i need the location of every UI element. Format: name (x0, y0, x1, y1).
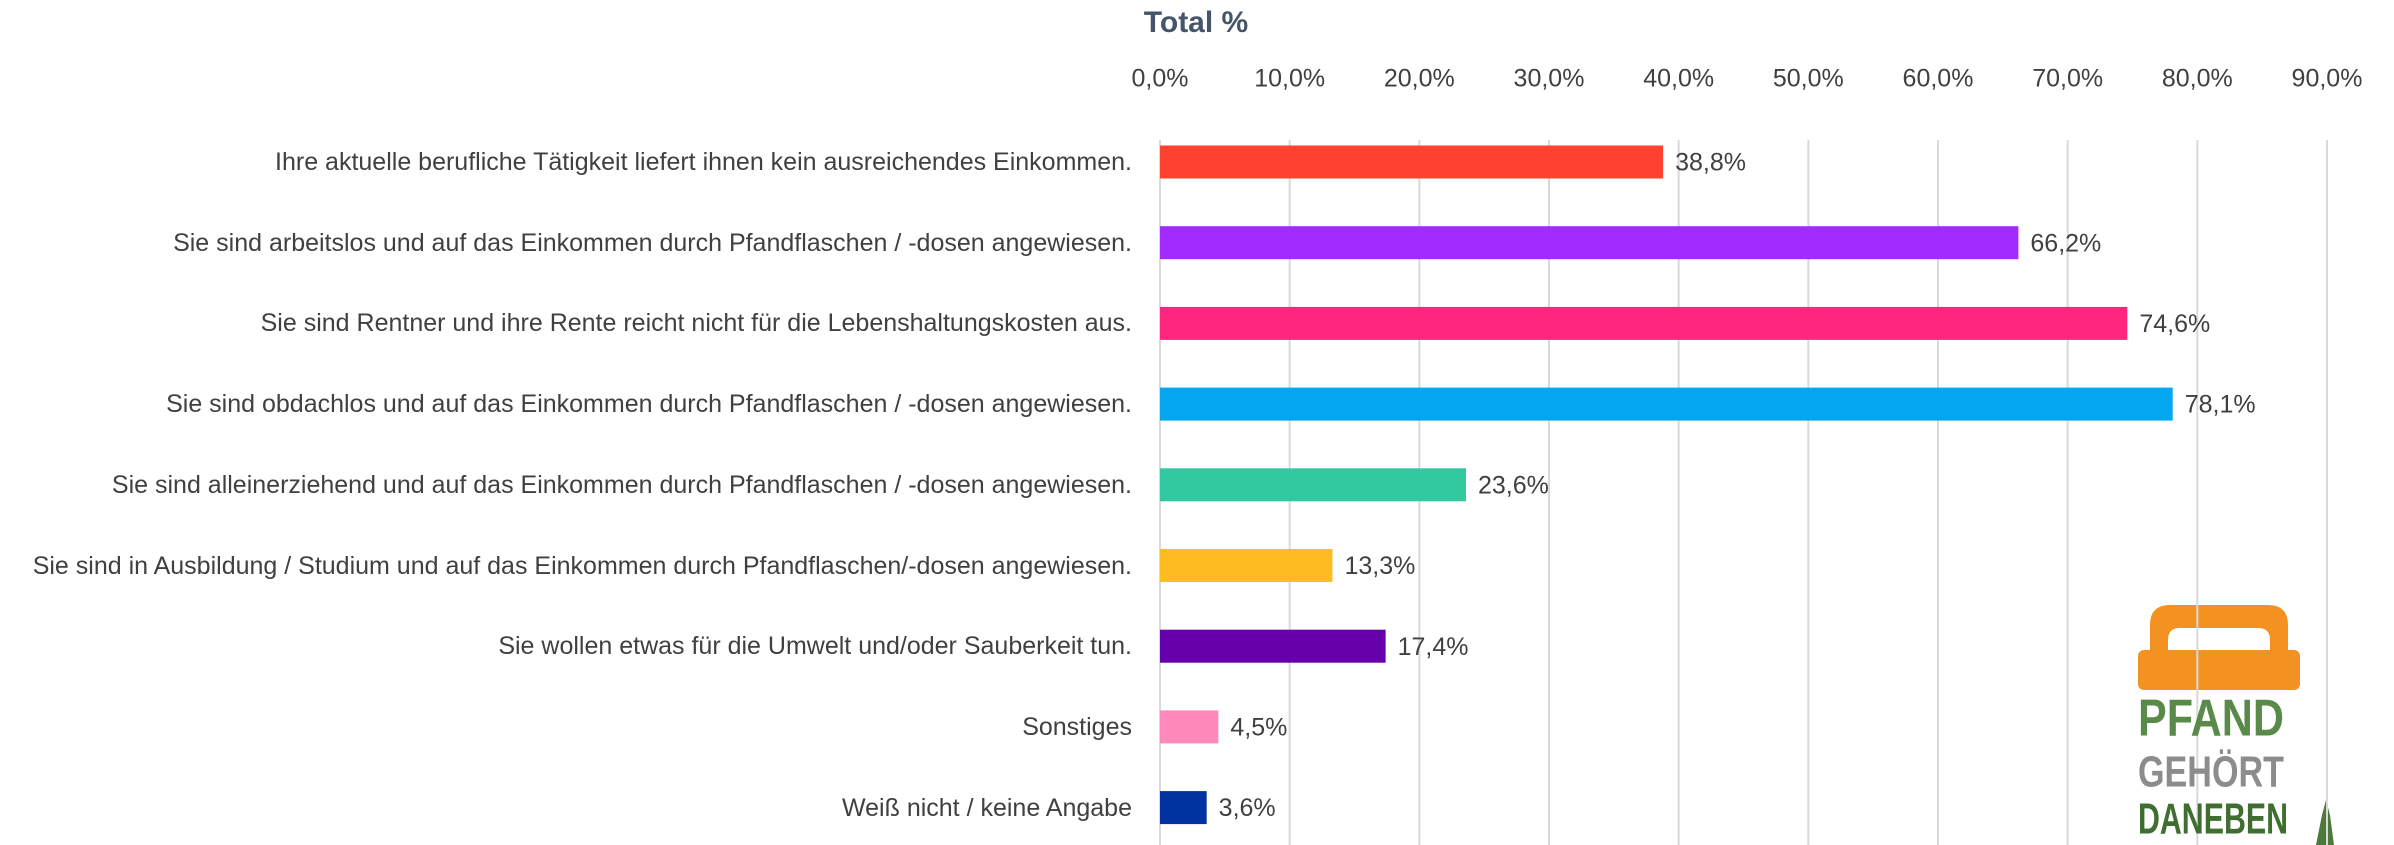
value-label: 17,4% (1398, 633, 1469, 661)
x-tick-label: 60,0% (1903, 65, 1974, 93)
category-label: Sie wollen etwas für die Umwelt und/oder… (498, 631, 1132, 660)
logo (2138, 605, 2334, 845)
category-label: Sie sind Rentner und ihre Rente reicht n… (260, 309, 1132, 338)
value-label: 4,5% (1230, 714, 1287, 742)
bar (1160, 387, 2173, 421)
logo-text: GEHÖRT (2138, 748, 2284, 797)
x-tick-label: 50,0% (1773, 65, 1844, 93)
value-label: 38,8% (1675, 149, 1746, 177)
bar (1160, 791, 1207, 825)
category-label: Ihre aktuelle berufliche Tätigkeit liefe… (275, 147, 1132, 176)
bar (1160, 226, 2019, 260)
value-label: 66,2% (2030, 229, 2101, 257)
bar (1160, 629, 1386, 663)
bar (1160, 549, 1333, 582)
category-label: Sie sind alleinerziehend und auf das Ein… (111, 470, 1132, 499)
x-tick-label: 0,0% (1132, 65, 1189, 93)
value-label: 74,6% (2139, 310, 2210, 338)
x-tick-label: 90,0% (2292, 65, 2363, 93)
category-label: Sie sind obdachlos und auf das Einkommen… (166, 389, 1132, 418)
logo-text: PFAND (2138, 690, 2284, 748)
category-label: Sie sind arbeitslos und auf das Einkomme… (173, 228, 1132, 257)
chart-title: Total % (1144, 6, 1248, 39)
category-label: Sie sind in Ausbildung / Studium und auf… (32, 551, 1132, 580)
category-label: Weiß nicht / keine Angabe (842, 793, 1132, 822)
value-label: 78,1% (2185, 391, 2256, 419)
value-label: 3,6% (1219, 794, 1276, 822)
bar (1160, 145, 1664, 179)
x-tick-label: 40,0% (1643, 65, 1714, 93)
bar (1160, 468, 1467, 502)
logo-text: DANEBEN (2138, 795, 2288, 844)
x-tick-label: 30,0% (1514, 65, 1585, 93)
x-tick-label: 70,0% (2032, 65, 2103, 93)
bar (1160, 306, 2128, 340)
x-tick-label: 80,0% (2162, 65, 2233, 93)
value-label: 13,3% (1344, 552, 1415, 580)
x-tick-label: 20,0% (1384, 65, 1455, 93)
logo-bottle (2316, 800, 2334, 845)
value-label: 23,6% (1478, 471, 1549, 499)
x-tick-label: 10,0% (1254, 65, 1325, 93)
logo-handle (2150, 605, 2288, 690)
bar (1160, 710, 1219, 744)
logo-band (2138, 650, 2300, 690)
category-label: Sonstiges (1022, 712, 1132, 741)
